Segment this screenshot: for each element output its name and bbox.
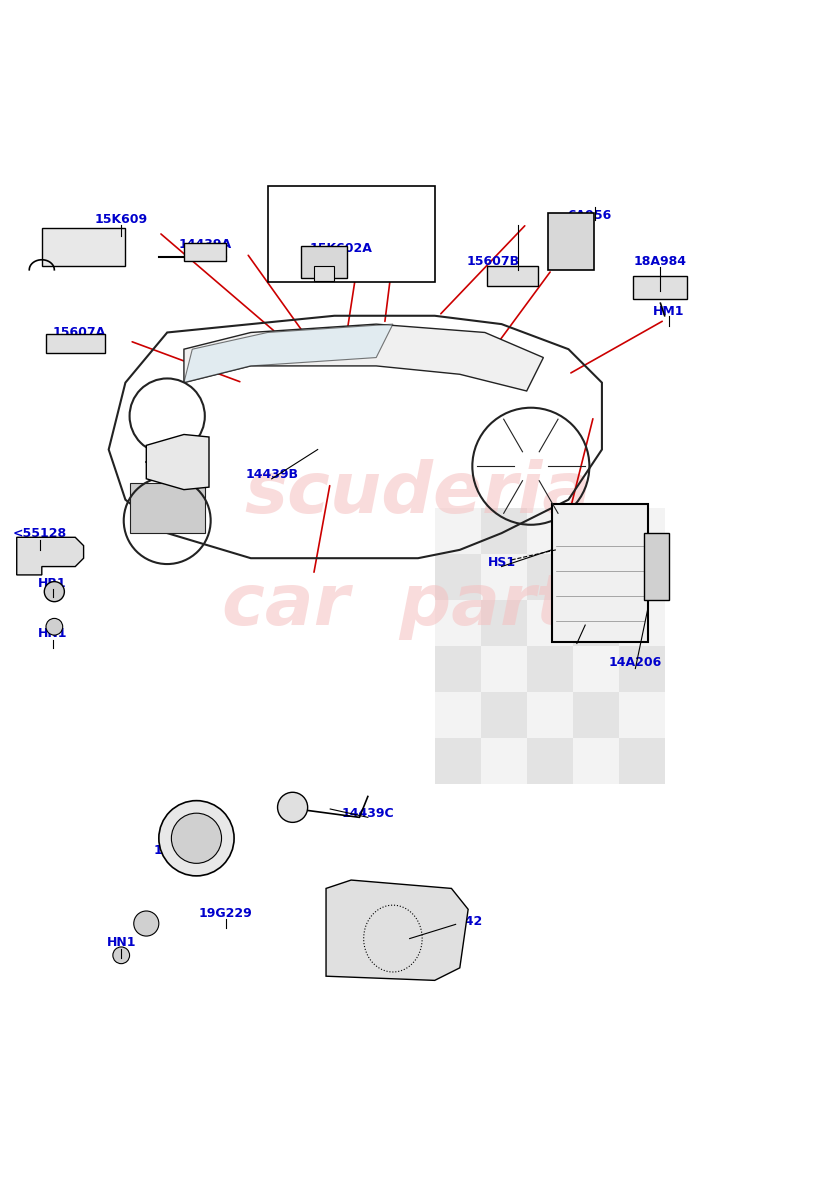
Bar [301,246,347,278]
Text: 6A956: 6A956 [568,209,611,222]
Circle shape [44,582,64,601]
Bar [130,482,205,533]
Bar [314,265,334,281]
Bar [619,508,665,554]
Bar [46,334,104,353]
Bar [268,186,435,282]
Bar [527,508,573,554]
Bar [527,692,573,738]
Bar [527,646,573,692]
Text: HS1: HS1 [487,556,516,569]
Bar [573,508,619,554]
Bar [552,504,648,642]
Bar [435,738,481,784]
Text: 15K602B: 15K602B [315,209,379,222]
Bar [633,276,687,299]
Text: 19G229: 19G229 [199,907,252,920]
Bar [435,692,481,738]
Circle shape [46,618,63,635]
Text: 15607B: 15607B [466,254,520,268]
Text: <11442: <11442 [429,916,482,929]
Text: 14439A: 14439A [178,238,232,251]
Bar [481,554,527,600]
Bar [481,692,527,738]
Text: 15K609: 15K609 [94,214,148,226]
Text: 14439C: 14439C [342,806,394,820]
Bar [619,646,665,692]
Text: HM1: HM1 [653,305,685,318]
Polygon shape [17,538,84,575]
Text: scuderia
car  parts: scuderia car parts [222,460,614,641]
Bar [527,600,573,646]
Text: 13832: 13832 [154,845,197,857]
Text: 18A984: 18A984 [634,254,687,268]
Bar [184,244,226,262]
Polygon shape [184,324,393,383]
Text: HN1: HN1 [106,936,136,949]
Bar [573,692,619,738]
Polygon shape [184,324,543,391]
Bar [481,646,527,692]
Bar [435,508,481,554]
Bar [619,738,665,784]
Bar [435,554,481,600]
Bar [435,600,481,646]
Circle shape [278,792,308,822]
Bar [548,212,594,270]
Bar [42,228,125,265]
Circle shape [159,800,234,876]
Circle shape [171,814,222,863]
Bar [527,738,573,784]
Text: 14A206: 14A206 [609,656,662,670]
Circle shape [134,911,159,936]
Bar [527,554,573,600]
Circle shape [113,947,130,964]
Bar [573,738,619,784]
Text: <55128: <55128 [13,527,67,540]
Bar [573,600,619,646]
Text: HN1: HN1 [38,626,68,640]
Polygon shape [326,880,468,980]
Text: HB1: HB1 [38,577,67,589]
Bar [487,265,538,287]
Text: 14439B: 14439B [245,468,298,481]
Bar [644,533,669,600]
Text: 15607A: 15607A [53,326,106,338]
Bar [619,600,665,646]
Bar [573,646,619,692]
Bar [481,738,527,784]
Text: 15K600: 15K600 [550,631,604,644]
Bar [481,508,527,554]
Bar [619,692,665,738]
Text: 15K602A: 15K602A [309,242,372,256]
Bar [573,554,619,600]
Bar [619,554,665,600]
Bar [435,646,481,692]
Bar [481,600,527,646]
Polygon shape [146,434,209,490]
